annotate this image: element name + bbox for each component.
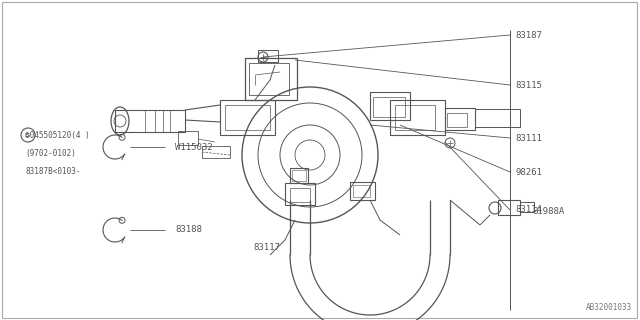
Text: 83114: 83114 — [515, 205, 542, 214]
Bar — [249, 63, 289, 95]
Bar — [373, 97, 405, 117]
Text: 83115: 83115 — [515, 81, 542, 90]
Bar — [290, 168, 308, 183]
Bar — [353, 185, 370, 197]
Text: 83117: 83117 — [253, 244, 280, 252]
Bar — [370, 92, 410, 120]
Bar — [445, 108, 475, 130]
Text: 98261: 98261 — [515, 167, 542, 177]
Bar — [390, 100, 445, 135]
Text: S: S — [26, 132, 30, 138]
Bar — [245, 58, 297, 100]
Bar — [475, 109, 520, 127]
Bar — [258, 50, 278, 62]
Text: ©045505120(4 ): ©045505120(4 ) — [25, 131, 90, 140]
Bar — [115, 110, 185, 132]
Text: (9702-0102): (9702-0102) — [25, 148, 76, 157]
Text: 83188: 83188 — [175, 226, 202, 235]
Bar — [292, 170, 306, 181]
Text: AB32001033: AB32001033 — [586, 303, 632, 312]
Bar — [220, 100, 275, 135]
Text: 83187: 83187 — [515, 30, 542, 39]
Text: 83187B<0103-: 83187B<0103- — [25, 166, 81, 175]
Text: 83111: 83111 — [515, 133, 542, 142]
Text: 81988A: 81988A — [532, 207, 564, 217]
Bar — [202, 146, 230, 158]
Bar — [447, 113, 467, 127]
Bar — [285, 183, 315, 205]
Bar — [178, 131, 198, 145]
Bar — [350, 182, 375, 200]
Bar — [290, 188, 310, 202]
Bar — [395, 105, 435, 130]
Bar — [225, 105, 270, 130]
Bar — [520, 202, 534, 212]
Text: W115032: W115032 — [175, 142, 212, 151]
Bar — [498, 200, 520, 215]
